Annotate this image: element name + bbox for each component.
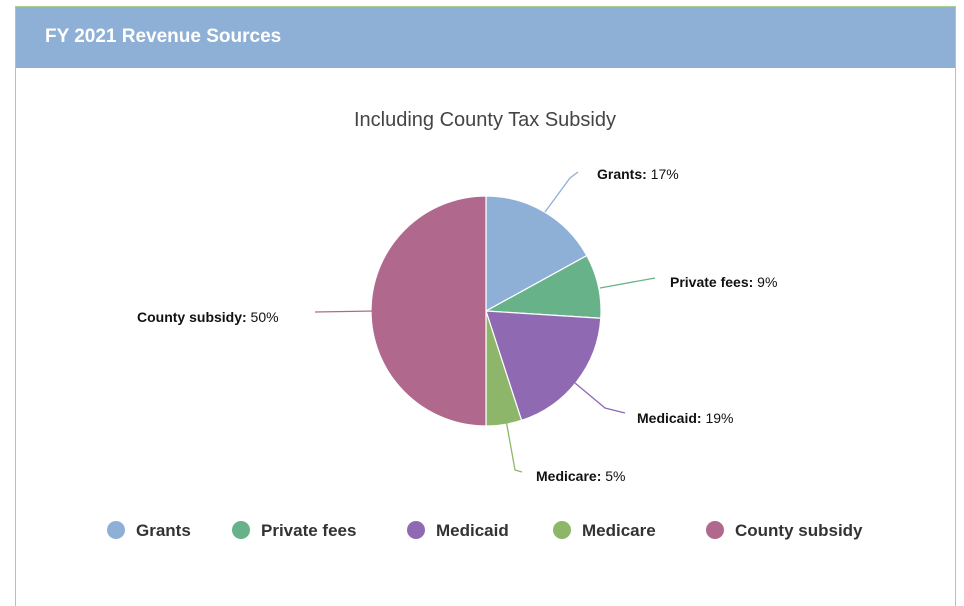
pie-slice-medicaid (485, 310, 602, 422)
slice-label-grants: Grants: 17% (597, 166, 679, 182)
slice-label-value: 9% (753, 274, 777, 290)
leader-line-grants (544, 171, 579, 213)
slice-label-name: Grants: (597, 166, 647, 182)
pie-slice-county-subsidy (370, 195, 487, 427)
legend-marker-private-fees (232, 521, 250, 539)
chart-title: Including County Tax Subsidy (354, 109, 616, 131)
legend-label-county-subsidy: County subsidy (735, 521, 863, 540)
slice-label-value: 17% (647, 166, 679, 182)
legend-item-medicare[interactable]: Medicare (553, 521, 656, 540)
legend: Grants Private fees Medicaid Medicare County… (107, 521, 863, 540)
legend-marker-medicare (553, 521, 571, 539)
slice-label-name: County subsidy: (137, 309, 247, 325)
panel-header: FY 2021 Revenue Sources (16, 7, 955, 68)
slice-label-value: 19% (702, 410, 734, 426)
legend-marker-county-subsidy (706, 521, 724, 539)
legend-label-private-fees: Private fees (261, 521, 356, 540)
legend-marker-grants (107, 521, 125, 539)
leader-line-medicaid (574, 382, 626, 414)
slice-label-name: Medicare: (536, 468, 601, 484)
slice-label-value: 50% (247, 309, 279, 325)
slice-label-name: Private fees: (670, 274, 753, 290)
legend-item-medicaid[interactable]: Medicaid (407, 521, 509, 540)
chart-panel: FY 2021 Revenue Sources (15, 6, 956, 606)
slice-labels: Grants: 17% Private fees: 9% Medicaid: 19%… (137, 166, 777, 484)
slice-label-value: 5% (601, 468, 625, 484)
legend-label-grants: Grants (136, 521, 191, 540)
legend-label-medicaid: Medicaid (436, 521, 509, 540)
slice-label-name: Medicaid: (637, 410, 702, 426)
legend-marker-medicaid (407, 521, 425, 539)
leader-line-private-fees (599, 277, 656, 289)
slice-label-medicaid: Medicaid: 19% (637, 410, 734, 426)
legend-label-medicare: Medicare (582, 521, 656, 540)
slice-label-county-subsidy: County subsidy: 50% (137, 309, 279, 325)
leader-line-medicare (505, 419, 523, 473)
panel-title: FY 2021 Revenue Sources (45, 26, 282, 47)
leader-lines (314, 171, 656, 473)
pie-slices (370, 195, 602, 427)
legend-item-grants[interactable]: Grants (107, 521, 191, 540)
legend-item-county-subsidy[interactable]: County subsidy (706, 521, 863, 540)
pie-slice-grants (485, 195, 588, 313)
legend-item-private-fees[interactable]: Private fees (232, 521, 356, 540)
slice-label-private-fees: Private fees: 9% (670, 274, 777, 290)
slice-label-medicare: Medicare: 5% (536, 468, 625, 484)
leader-line-county-subsidy (314, 310, 376, 313)
